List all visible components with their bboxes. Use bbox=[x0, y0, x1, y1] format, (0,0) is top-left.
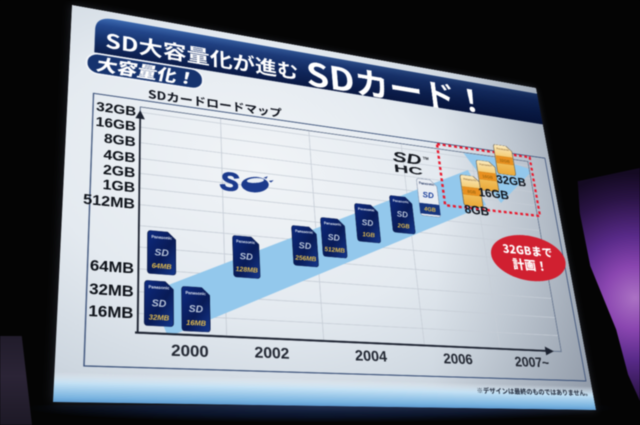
svg-text:S: S bbox=[220, 166, 240, 197]
svg-text:256MB: 256MB bbox=[294, 255, 317, 263]
svg-text:SD: SD bbox=[392, 148, 423, 168]
svg-text:2007~: 2007~ bbox=[514, 355, 551, 371]
svg-text:16MB: 16MB bbox=[186, 319, 206, 327]
svg-text:2002: 2002 bbox=[254, 345, 290, 363]
svg-text:32GB: 32GB bbox=[96, 99, 136, 119]
svg-text:16MB: 16MB bbox=[88, 302, 133, 322]
svg-text:64MB: 64MB bbox=[152, 263, 172, 272]
svg-text:128MB: 128MB bbox=[235, 266, 258, 275]
svg-text:2000: 2000 bbox=[171, 343, 209, 362]
svg-text:16GB: 16GB bbox=[482, 174, 494, 180]
svg-text:4GB: 4GB bbox=[103, 146, 135, 165]
svg-text:1GB: 1GB bbox=[102, 176, 135, 195]
svg-text:2006: 2006 bbox=[442, 351, 473, 368]
svg-text:2004: 2004 bbox=[354, 348, 388, 365]
svg-text:4GB: 4GB bbox=[423, 206, 436, 213]
svg-text:2GB: 2GB bbox=[103, 161, 136, 180]
svg-text:64MB: 64MB bbox=[90, 257, 134, 277]
svg-text:16GB: 16GB bbox=[478, 186, 510, 203]
svg-text:HC: HC bbox=[393, 162, 424, 178]
svg-text:512MB: 512MB bbox=[83, 191, 135, 212]
svg-text:8GB: 8GB bbox=[467, 190, 477, 196]
svg-text:8GB: 8GB bbox=[104, 130, 136, 149]
svg-text:SD: SD bbox=[422, 190, 435, 201]
svg-text:2GB: 2GB bbox=[396, 223, 410, 230]
svg-text:32GB: 32GB bbox=[495, 173, 527, 189]
svg-text:32MB: 32MB bbox=[89, 280, 134, 300]
svg-text:32GB: 32GB bbox=[499, 158, 510, 164]
svg-text:TM: TM bbox=[423, 156, 429, 162]
svg-text:512MB: 512MB bbox=[324, 246, 345, 254]
svg-text:16GB: 16GB bbox=[95, 114, 136, 134]
svg-text:8GB: 8GB bbox=[464, 203, 491, 219]
svg-text:Panasonic: Panasonic bbox=[419, 181, 435, 186]
svg-text:32MB: 32MB bbox=[149, 314, 170, 323]
svg-text:1GB: 1GB bbox=[362, 232, 375, 240]
